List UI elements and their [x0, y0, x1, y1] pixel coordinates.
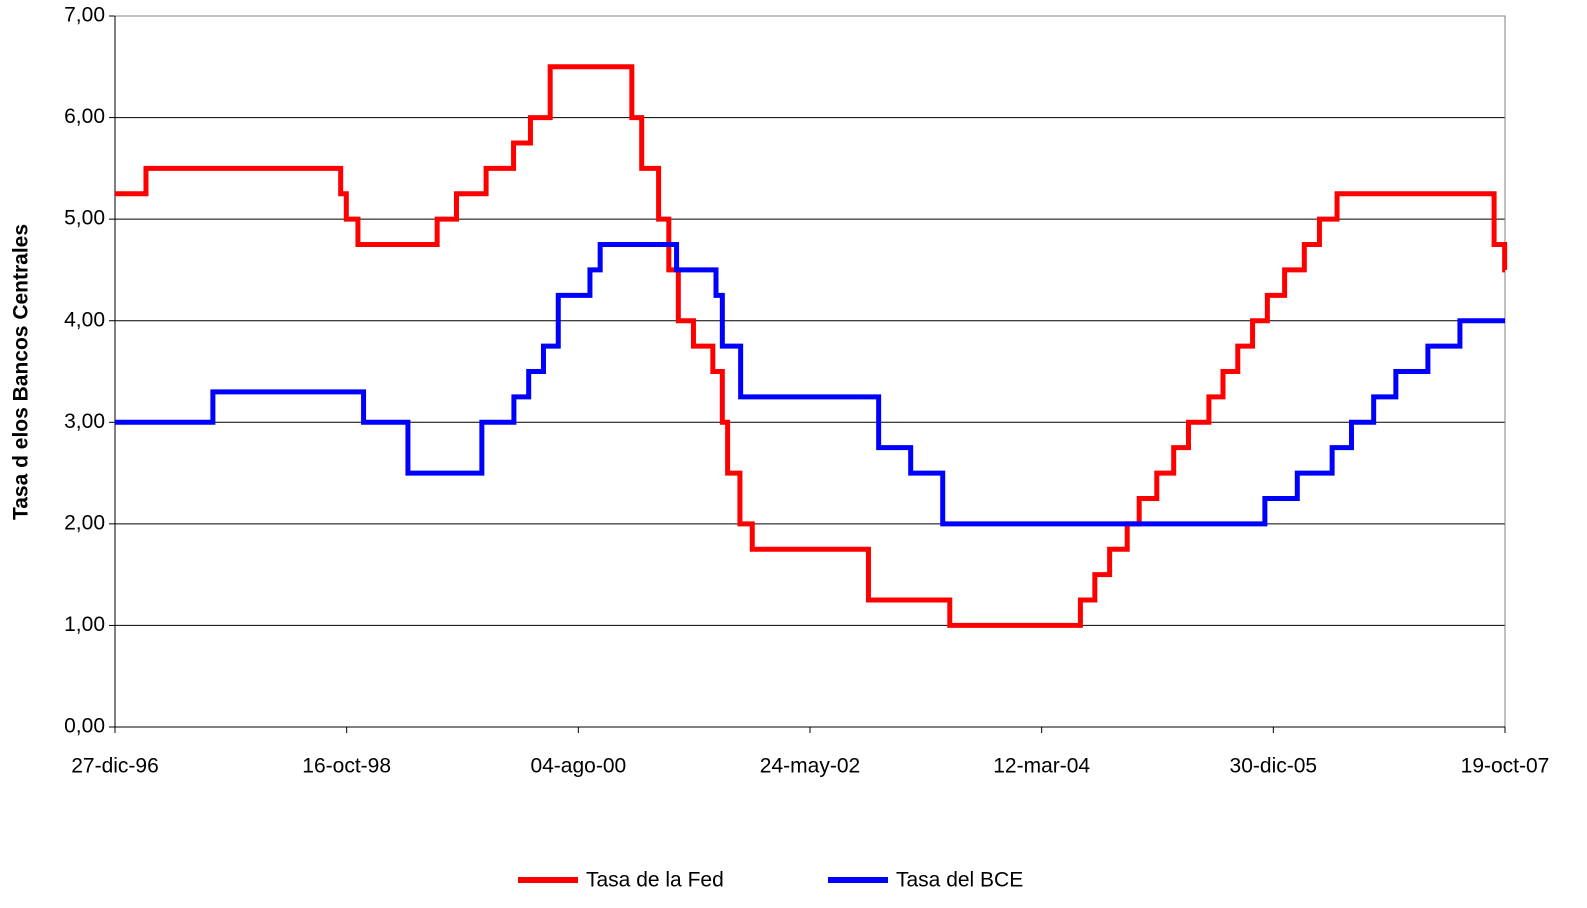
y-tick-label: 6,00 [64, 105, 105, 128]
x-tick-label: 12-mar-04 [993, 755, 1090, 778]
y-tick-label: 2,00 [64, 511, 105, 534]
y-tick-label: 5,00 [64, 207, 105, 230]
legend-label: Tasa del BCE [896, 869, 1023, 892]
y-tick-label: 1,00 [64, 613, 105, 636]
x-tick-label: 04-ago-00 [530, 755, 626, 778]
x-tick-label: 30-dic-05 [1230, 755, 1318, 778]
plot-frame [114, 15, 1506, 728]
x-tick-label: 27-dic-96 [71, 755, 159, 778]
series-line [115, 242, 1505, 527]
x-tick-label: 16-oct-98 [302, 755, 391, 778]
x-tick-label: 19-oct-07 [1461, 755, 1550, 778]
y-axis-title: Tasa d elos Bancos Centrales [10, 224, 33, 520]
y-tick-label: 3,00 [64, 410, 105, 433]
y-tick-label: 4,00 [64, 308, 105, 331]
series-line [115, 64, 1508, 628]
x-tick-label: 24-may-02 [760, 755, 860, 778]
y-tick-label: 0,00 [64, 715, 105, 738]
legend-label: Tasa de la Fed [586, 869, 724, 892]
y-tick-label: 7,00 [64, 4, 105, 27]
